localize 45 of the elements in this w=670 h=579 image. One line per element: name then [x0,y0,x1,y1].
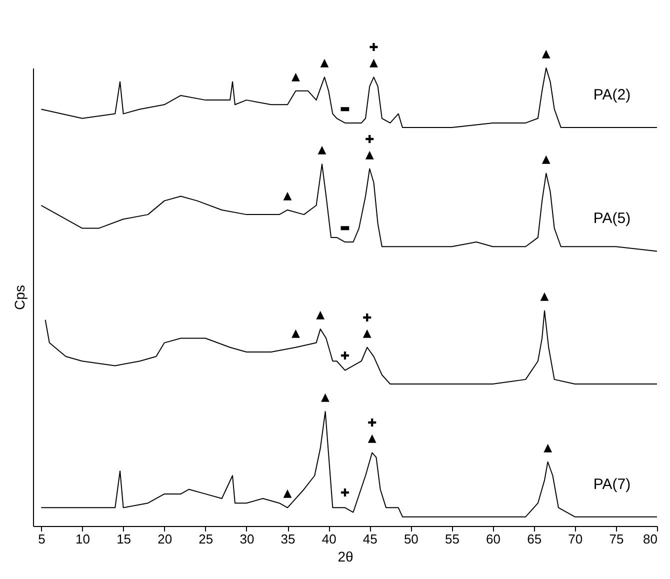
annotation: ▲ [320,56,330,70]
series-label: PA(5) [593,210,631,228]
x-tick-label: 30 [240,532,254,546]
annotation: ▬ [340,221,350,234]
annotation: ▲ [542,152,551,166]
annotation: ▲ [292,326,300,340]
annotation: ▬ [340,102,350,115]
x-tick-label: 15 [116,532,132,546]
annotation: ▲ [362,326,372,340]
x-tick-label: 75 [609,532,624,546]
x-tick-label: 50 [404,532,418,546]
x-tick-label: 80 [643,532,658,546]
annotation: ▲ [321,390,330,404]
annotation: ✚ [365,132,374,146]
x-tick-label: 40 [322,532,336,546]
series-label: PA(2) [593,86,631,104]
x-tick-label: 60 [486,532,501,546]
x-tick-label: 25 [198,532,214,546]
x-tick-label: 65 [527,532,542,546]
x-tick-label: 45 [362,532,378,546]
annotation: ▲ [542,47,551,60]
annotation: ▲ [316,308,326,322]
x-tick-label: 20 [158,532,172,546]
annotation: ✚ [340,349,350,362]
annotation: ✚ [367,416,377,430]
y-axis-title: Cps [12,285,28,310]
annotation: ▲ [318,143,327,156]
annotation: ▲ [370,56,378,70]
annotation: ✚ [362,311,372,324]
x-tick-label: 55 [445,532,460,546]
annotation: ▲ [544,440,553,454]
annotation: ▲ [540,290,550,303]
annotation: ✚ [369,41,378,54]
annotation: ▲ [283,486,292,500]
annotation: ▲ [283,188,292,202]
x-tick-label: 35 [280,532,296,546]
series-label: PA(7) [593,476,631,493]
annotation: ▲ [365,148,374,161]
x-axis-title: 2θ [338,548,354,564]
annotation: ▲ [292,70,300,83]
x-tick-label: 5 [38,532,46,546]
x-tick-label: 70 [568,532,583,546]
annotation: ✚ [340,486,350,500]
x-tick-label: 10 [76,532,90,546]
annotation: ▲ [368,432,377,445]
